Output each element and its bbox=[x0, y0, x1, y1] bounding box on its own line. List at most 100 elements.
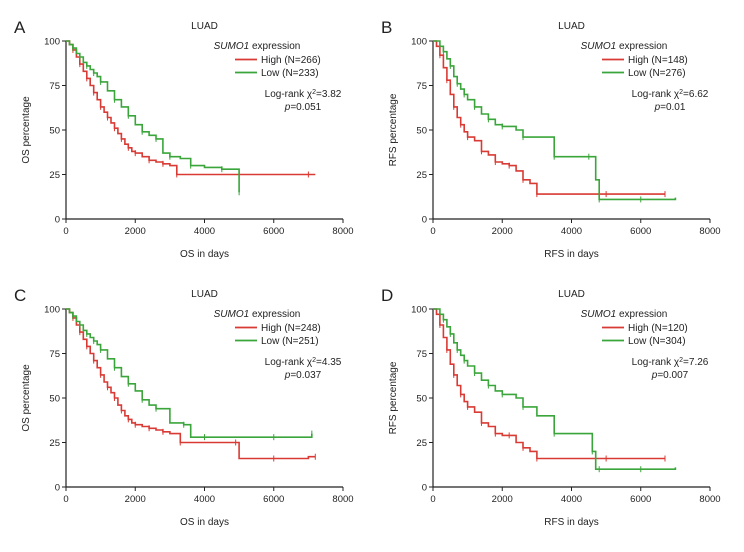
panel-letter: B bbox=[381, 18, 392, 37]
x-tick-label: 8000 bbox=[332, 494, 353, 505]
legend-label-low: Low (N=233) bbox=[261, 68, 319, 79]
legend-label-high: High (N=148) bbox=[628, 55, 688, 66]
logrank-stat: Log-rank χ2=7.26 bbox=[632, 357, 709, 369]
logrank-stat: Log-rank χ2=6.62 bbox=[632, 89, 709, 101]
y-tick-label: 100 bbox=[44, 37, 60, 48]
legend-suffix: expression bbox=[616, 41, 667, 52]
legend-gene: SUMO1 bbox=[214, 309, 250, 320]
x-tick-label: 0 bbox=[63, 494, 68, 505]
x-tick-label: 0 bbox=[63, 226, 68, 237]
y-tick-label: 75 bbox=[49, 81, 60, 92]
p-value: p=0.037 bbox=[284, 370, 322, 381]
p-number: =0.051 bbox=[290, 102, 321, 113]
legend-header: SUMO1 expression bbox=[214, 309, 301, 320]
x-tick-label: 2000 bbox=[492, 494, 513, 505]
panel-letter: D bbox=[381, 286, 393, 305]
y-axis-label: OS percentage bbox=[21, 96, 32, 164]
km-curve-high bbox=[433, 40, 665, 195]
y-tick-label: 50 bbox=[416, 126, 427, 137]
chart-title: LUAD bbox=[191, 289, 218, 300]
panel-a: A LUAD 0 25 50 75 100 0 2000 4000 6000 8000 OS in da… bbox=[14, 18, 354, 260]
km-curve-high bbox=[66, 308, 316, 460]
y-tick-label: 25 bbox=[49, 438, 60, 449]
x-tick-label: 6000 bbox=[630, 226, 651, 237]
logrank-prefix: Log-rank χ bbox=[632, 357, 680, 368]
y-tick-label: 100 bbox=[44, 305, 60, 316]
y-axis-label: RFS percentage bbox=[388, 93, 399, 166]
x-tick-label: 4000 bbox=[194, 226, 215, 237]
p-value: p=0.01 bbox=[654, 102, 686, 113]
legend-gene: SUMO1 bbox=[581, 41, 617, 52]
legend-label-high: High (N=248) bbox=[261, 323, 321, 334]
x-tick-label: 4000 bbox=[561, 494, 582, 505]
chart-title: LUAD bbox=[558, 289, 585, 300]
p-label: p bbox=[654, 102, 661, 113]
x-tick-label: 0 bbox=[430, 226, 435, 237]
panel-c: C LUAD 0 25 50 75 100 0 2000 4000 6000 8000 OS in da… bbox=[14, 286, 354, 528]
y-tick-label: 100 bbox=[411, 37, 427, 48]
x-axis-label: RFS in days bbox=[544, 517, 598, 528]
p-label: p bbox=[284, 370, 291, 381]
x-tick-label: 6000 bbox=[263, 494, 284, 505]
y-tick-label: 50 bbox=[49, 126, 60, 137]
x-tick-label: 8000 bbox=[699, 494, 720, 505]
p-value: p=0.051 bbox=[284, 102, 322, 113]
legend-label-high: High (N=120) bbox=[628, 323, 688, 334]
panel-letter: C bbox=[14, 286, 26, 305]
x-axis-label: OS in days bbox=[180, 517, 229, 528]
km-curve-low bbox=[66, 40, 240, 193]
p-label: p bbox=[651, 370, 658, 381]
x-tick-label: 4000 bbox=[194, 494, 215, 505]
y-tick-label: 25 bbox=[49, 170, 60, 181]
logrank-value: =4.35 bbox=[316, 357, 342, 368]
x-tick-label: 2000 bbox=[125, 226, 146, 237]
y-tick-label: 50 bbox=[49, 394, 60, 405]
legend-gene: SUMO1 bbox=[214, 41, 250, 52]
x-tick-label: 4000 bbox=[561, 226, 582, 237]
y-axis-label: OS percentage bbox=[21, 364, 32, 432]
y-tick-label: 25 bbox=[416, 438, 427, 449]
p-number: =0.007 bbox=[657, 370, 688, 381]
legend-header: SUMO1 expression bbox=[214, 41, 301, 52]
legend-header: SUMO1 expression bbox=[581, 41, 668, 52]
logrank-value: =3.82 bbox=[316, 89, 342, 100]
legend-label-low: Low (N=304) bbox=[628, 336, 686, 347]
panel-letter: A bbox=[14, 18, 26, 37]
y-tick-label: 75 bbox=[416, 81, 427, 92]
y-tick-label: 100 bbox=[411, 305, 427, 316]
logrank-stat: Log-rank χ2=3.82 bbox=[265, 89, 342, 101]
panel-d: D LUAD 0 25 50 75 100 0 2000 4000 6000 8000 RFS in d… bbox=[381, 286, 721, 528]
logrank-prefix: Log-rank χ bbox=[632, 89, 680, 100]
legend-suffix: expression bbox=[616, 309, 667, 320]
legend-header: SUMO1 expression bbox=[581, 309, 668, 320]
legend-label-low: Low (N=251) bbox=[261, 336, 319, 347]
logrank-exp: 2 bbox=[679, 357, 683, 364]
y-tick-label: 0 bbox=[422, 215, 427, 226]
y-tick-label: 0 bbox=[422, 483, 427, 494]
legend-suffix: expression bbox=[249, 41, 300, 52]
logrank-value: =7.26 bbox=[683, 357, 709, 368]
x-axis-label: RFS in days bbox=[544, 249, 598, 260]
y-tick-label: 0 bbox=[55, 215, 60, 226]
panel-b: B LUAD 0 25 50 75 100 0 2000 4000 6000 8000 RFS in d… bbox=[381, 18, 721, 260]
y-tick-label: 75 bbox=[416, 349, 427, 360]
km-curve-high bbox=[433, 308, 665, 460]
logrank-exp: 2 bbox=[312, 89, 316, 96]
x-tick-label: 8000 bbox=[699, 226, 720, 237]
p-number: =0.01 bbox=[660, 102, 686, 113]
x-tick-label: 0 bbox=[430, 494, 435, 505]
x-tick-label: 8000 bbox=[332, 226, 353, 237]
p-number: =0.037 bbox=[290, 370, 321, 381]
chart-title: LUAD bbox=[558, 21, 585, 32]
logrank-prefix: Log-rank χ bbox=[265, 357, 313, 368]
y-tick-label: 75 bbox=[49, 349, 60, 360]
y-axis-label: RFS percentage bbox=[388, 361, 399, 434]
legend-label-high: High (N=266) bbox=[261, 55, 321, 66]
y-tick-label: 25 bbox=[416, 170, 427, 181]
p-value: p=0.007 bbox=[651, 370, 689, 381]
x-axis-label: OS in days bbox=[180, 249, 229, 260]
x-tick-label: 6000 bbox=[263, 226, 284, 237]
y-tick-label: 0 bbox=[55, 483, 60, 494]
x-tick-label: 6000 bbox=[630, 494, 651, 505]
